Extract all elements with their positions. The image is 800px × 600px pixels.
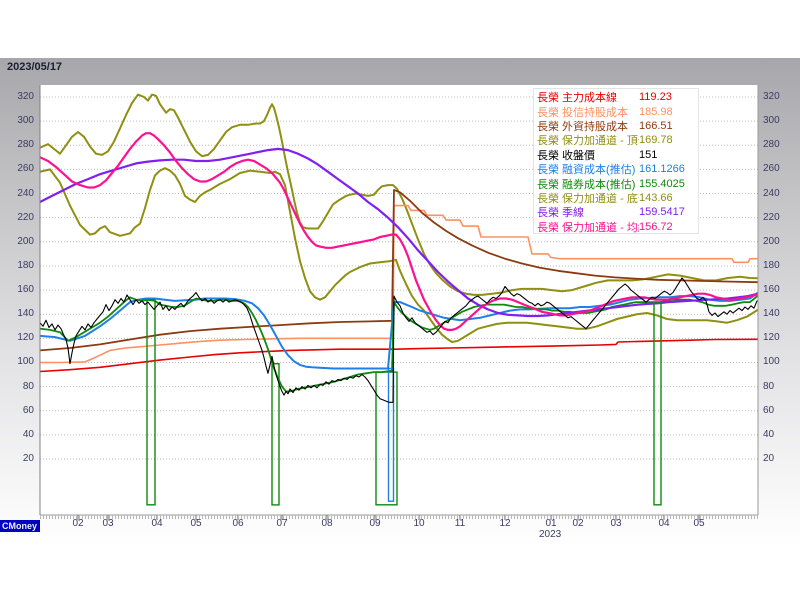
- legend-series-value: 161.1266: [639, 163, 685, 176]
- y-tick-label: 300: [17, 115, 34, 127]
- legend-row: 長榮 收盤價 151: [537, 148, 698, 162]
- y-tick-label: 100: [17, 356, 34, 368]
- legend-series-value: 155.4025: [639, 177, 685, 190]
- x-month-label: 07: [276, 518, 288, 529]
- y-tick-label-right: 240: [763, 187, 780, 199]
- x-month-label: 02: [72, 518, 84, 529]
- x-month-label: 03: [102, 518, 114, 529]
- y-tick-label-right: 140: [763, 308, 780, 320]
- legend-row: 長榮 保力加通道 - 頂部(20)169.78: [537, 133, 698, 147]
- y-tick-label-right: 320: [763, 91, 780, 102]
- y-tick-label-right: 100: [763, 356, 780, 368]
- y-tick-label-right: 120: [763, 332, 780, 344]
- x-year-label: 2023: [539, 529, 562, 540]
- y-tick-label: 40: [22, 428, 34, 440]
- y-tick-label-right: 180: [763, 259, 780, 271]
- x-month-label: 06: [232, 518, 244, 529]
- y-tick-label-right: 40: [763, 428, 775, 440]
- legend-series-value: 151: [639, 148, 658, 161]
- legend-series-value: 119.23: [639, 91, 672, 104]
- y-tick-label: 120: [17, 332, 34, 344]
- y-tick-label-right: 20: [763, 453, 775, 464]
- legend-row: 長榮 主力成本線 119.23: [537, 90, 698, 104]
- legend-series-value: 185.98: [639, 105, 673, 118]
- legend-series-value: 159.5417: [639, 206, 685, 219]
- legend-row: 長榮 融券成本(推估) 155.4025: [537, 176, 698, 191]
- y-tick-label-right: 280: [763, 139, 780, 151]
- y-tick-label: 240: [17, 187, 34, 199]
- y-tick-label-right: 200: [763, 235, 780, 247]
- legend-row: 長榮 融資成本(推估) 161.1266: [537, 162, 698, 176]
- legend-series-name: 長榮 保力加通道 - 均線(20): [537, 221, 639, 234]
- y-tick-label-right: 60: [763, 404, 775, 416]
- legend-row: 長榮 保力加通道 - 底部(20)143.66: [537, 191, 698, 205]
- y-tick-label: 200: [17, 235, 34, 247]
- legend-series-name: 長榮 融券成本(推估): [537, 178, 636, 191]
- legend-row: 長榮 投信持股成本 185.98: [537, 104, 698, 119]
- y-tick-label-right: 300: [763, 115, 780, 127]
- x-month-label: 04: [151, 518, 163, 529]
- y-tick-label-right: 160: [763, 284, 780, 296]
- legend-series-name: 長榮 外資持股成本: [537, 120, 629, 133]
- legend-row: 長榮 保力加通道 - 均線(20)156.72: [537, 220, 698, 234]
- y-tick-label-right: 260: [763, 163, 780, 175]
- y-tick-label: 20: [22, 453, 34, 464]
- y-tick-label: 180: [17, 259, 34, 271]
- legend-row: 長榮 季線 159.5417: [537, 205, 698, 219]
- x-month-label: 10: [413, 518, 425, 529]
- legend-series-value: 166.51: [639, 119, 673, 132]
- y-tick-label: 320: [17, 91, 34, 102]
- crosshair-date-label: 2023/05/17: [7, 61, 63, 73]
- legend-series-name: 長榮 保力加通道 - 底部(20): [537, 192, 639, 205]
- x-month-label: 01: [545, 518, 557, 529]
- legend-row: 長榮 外資持股成本 166.51: [537, 119, 698, 133]
- legend-series-value: 169.78: [639, 134, 673, 147]
- x-month-label: 05: [190, 518, 202, 529]
- x-month-label: 02: [572, 518, 584, 529]
- legend-series-name: 長榮 投信持股成本: [537, 106, 629, 119]
- y-tick-label: 80: [22, 380, 34, 392]
- x-month-label: 12: [499, 518, 511, 529]
- legend-series-name: 長榮 季線: [537, 207, 585, 220]
- legend-series-name: 長榮 融資成本(推估): [537, 164, 636, 177]
- y-tick-label: 260: [17, 163, 34, 175]
- legend-series-name: 長榮 收盤價: [537, 149, 596, 162]
- x-month-label: 08: [321, 518, 333, 529]
- y-tick-label: 280: [17, 139, 34, 151]
- legend-series-name: 長榮 保力加通道 - 頂部(20): [537, 135, 639, 148]
- legend-series-value: 143.66: [639, 191, 673, 204]
- legend-series-value: 156.72: [639, 220, 673, 233]
- y-tick-label: 160: [17, 284, 34, 296]
- x-month-label: 04: [658, 518, 670, 529]
- x-axis-minor-tick-ruler: [40, 515, 758, 519]
- legend-series-name: 長榮 主力成本線: [537, 92, 618, 105]
- y-tick-label-right: 80: [763, 380, 775, 392]
- x-month-label: 05: [693, 518, 705, 529]
- y-tick-label-right: 220: [763, 211, 780, 223]
- y-tick-label: 140: [17, 308, 34, 320]
- legend: 長榮 主力成本線 119.23 長榮 投信持股成本 185.98 長榮 外資持股成本 16…: [533, 88, 699, 234]
- cmoney-logo[interactable]: CMoney: [0, 520, 41, 532]
- y-tick-label: 60: [22, 404, 34, 416]
- x-month-label: 03: [610, 518, 622, 529]
- x-month-label: 09: [369, 518, 381, 529]
- y-tick-label: 220: [17, 211, 34, 223]
- x-month-label: 11: [454, 518, 466, 529]
